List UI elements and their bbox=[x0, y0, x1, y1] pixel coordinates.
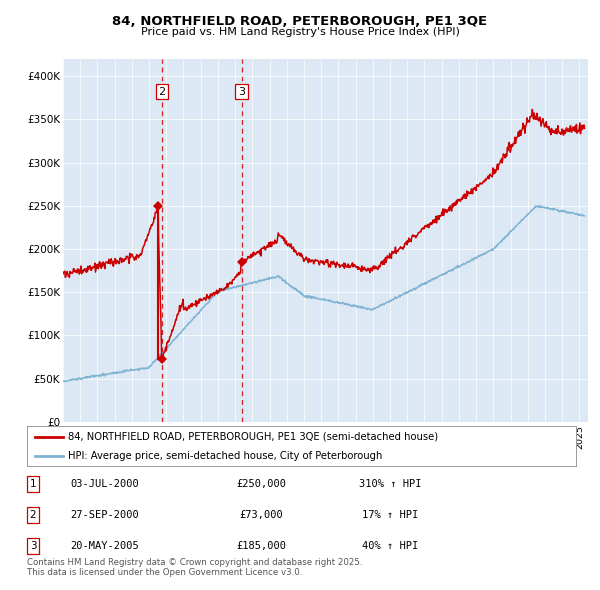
Text: Contains HM Land Registry data © Crown copyright and database right 2025.
This d: Contains HM Land Registry data © Crown c… bbox=[27, 558, 362, 577]
Text: £185,000: £185,000 bbox=[236, 541, 286, 550]
Text: 1: 1 bbox=[29, 480, 37, 489]
Text: 84, NORTHFIELD ROAD, PETERBOROUGH, PE1 3QE (semi-detached house): 84, NORTHFIELD ROAD, PETERBOROUGH, PE1 3… bbox=[68, 432, 438, 442]
Text: 20-MAY-2005: 20-MAY-2005 bbox=[71, 541, 139, 550]
Text: £250,000: £250,000 bbox=[236, 480, 286, 489]
Text: 2: 2 bbox=[158, 87, 166, 97]
Text: 27-SEP-2000: 27-SEP-2000 bbox=[71, 510, 139, 520]
Text: 17% ↑ HPI: 17% ↑ HPI bbox=[362, 510, 418, 520]
Text: 03-JUL-2000: 03-JUL-2000 bbox=[71, 480, 139, 489]
Text: 40% ↑ HPI: 40% ↑ HPI bbox=[362, 541, 418, 550]
Text: £73,000: £73,000 bbox=[239, 510, 283, 520]
Text: 3: 3 bbox=[238, 87, 245, 97]
Text: HPI: Average price, semi-detached house, City of Peterborough: HPI: Average price, semi-detached house,… bbox=[68, 451, 383, 461]
Text: 2: 2 bbox=[29, 510, 37, 520]
Text: 3: 3 bbox=[29, 541, 37, 550]
Text: Price paid vs. HM Land Registry's House Price Index (HPI): Price paid vs. HM Land Registry's House … bbox=[140, 27, 460, 37]
Text: 84, NORTHFIELD ROAD, PETERBOROUGH, PE1 3QE: 84, NORTHFIELD ROAD, PETERBOROUGH, PE1 3… bbox=[112, 15, 488, 28]
Text: 310% ↑ HPI: 310% ↑ HPI bbox=[359, 480, 421, 489]
